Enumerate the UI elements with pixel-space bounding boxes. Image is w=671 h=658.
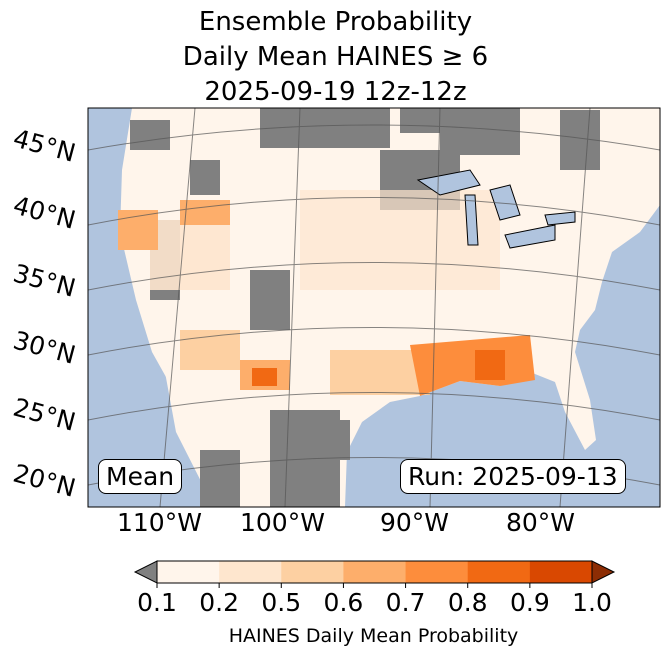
colorbar-segment — [281, 561, 344, 583]
colorbar-tick-label: 0.6 — [323, 588, 364, 617]
colorbar-label: HAINES Daily Mean Probability — [228, 625, 519, 647]
colorbar-segment — [219, 561, 282, 583]
colorbar-tick-label: 0.8 — [447, 588, 488, 617]
great-lakes — [416, 169, 576, 249]
lon-label-110w: 110°W — [117, 508, 202, 537]
colorbar-segment — [405, 561, 469, 583]
colorbar-tick-label: 0.1 — [137, 588, 177, 617]
run-label-box: Run: 2025-09-13 — [400, 459, 626, 494]
colorbar-segment — [529, 561, 593, 583]
title-line-2: Daily Mean HAINES ≥ 6 — [182, 42, 489, 72]
stat-label-box: Mean — [98, 459, 183, 494]
colorbar-over-arrow — [591, 560, 616, 584]
colorbar-segment — [467, 561, 531, 583]
lon-label-80w: 80°W — [506, 508, 576, 537]
title-line-1: Ensemble Probability — [198, 7, 473, 37]
colorbar-tick-label: 0.2 — [199, 588, 240, 617]
lon-label-90w: 90°W — [380, 508, 450, 537]
lon-label-100w: 100°W — [240, 508, 325, 537]
colorbar-tick-label: 0.7 — [385, 588, 426, 617]
colorbar-segment — [343, 561, 407, 583]
colorbar-tick-label: 1.0 — [572, 588, 612, 617]
colorbar-segment — [157, 561, 220, 583]
colorbar-under-arrow — [133, 560, 158, 584]
colorbar-tick-label: 0.5 — [261, 588, 302, 617]
title-line-3: 2025-09-19 12z-12z — [204, 77, 467, 107]
colorbar-tick-label: 0.9 — [509, 588, 550, 617]
